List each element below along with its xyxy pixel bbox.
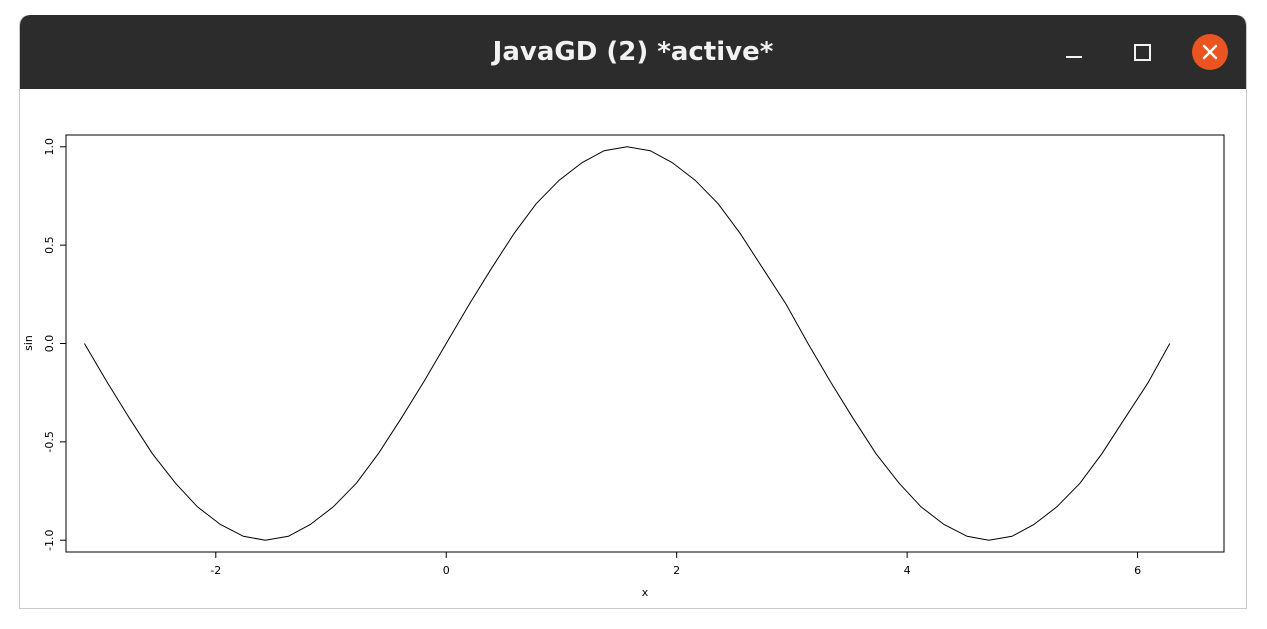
- plot-area: -2 0 2 4 6 -1.0 -0.5 0.0 0.5 1.0 x sin: [20, 89, 1246, 608]
- minimize-button[interactable]: [1056, 34, 1092, 70]
- y-tick-label: -0.5: [43, 431, 56, 452]
- maximize-icon: [1133, 43, 1151, 61]
- x-tick-label: -2: [210, 564, 221, 577]
- x-tick-label: 0: [443, 564, 450, 577]
- x-axis: -2 0 2 4 6: [210, 552, 1141, 577]
- y-tick-label: 0.0: [43, 335, 56, 353]
- close-button[interactable]: [1192, 34, 1228, 70]
- window-title: JavaGD (2) *active*: [492, 37, 774, 67]
- series-group: [83, 146, 1171, 541]
- x-tick-label: 6: [1134, 564, 1141, 577]
- sine-chart: -2 0 2 4 6 -1.0 -0.5 0.0 0.5 1.0 x sin: [22, 134, 1225, 599]
- close-icon: [1192, 34, 1228, 70]
- x-tick-label: 4: [904, 564, 911, 577]
- javagd-window: JavaGD (2) *active* -2 0 2 4 6 -1.0 -0.5 0.0 0.…: [19, 15, 1247, 609]
- title-bar[interactable]: JavaGD (2) *active*: [20, 15, 1246, 89]
- series-line: [83, 146, 1171, 541]
- y-tick-label: 1.0: [43, 138, 56, 156]
- plot-frame: [65, 134, 1225, 553]
- maximize-button[interactable]: [1124, 34, 1160, 70]
- x-tick-label: 2: [673, 564, 680, 577]
- y-tick-label: 0.5: [43, 236, 56, 254]
- y-axis-title: sin: [22, 335, 35, 351]
- y-axis: -1.0 -0.5 0.0 0.5 1.0: [43, 138, 66, 551]
- minimize-icon: [1066, 56, 1082, 58]
- y-tick-label: -1.0: [43, 529, 56, 550]
- x-axis-title: x: [642, 586, 649, 599]
